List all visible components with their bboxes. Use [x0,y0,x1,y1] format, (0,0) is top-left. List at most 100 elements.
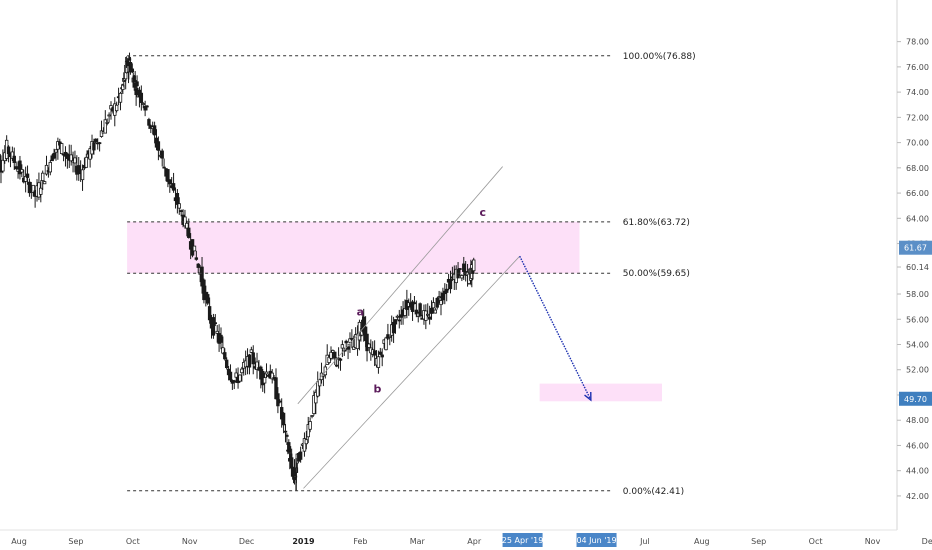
candle [39,180,43,203]
time-tick-label: Sep [68,537,83,546]
candle [200,257,204,294]
candle [304,430,309,450]
candle [73,150,77,173]
fibonacci-retracement[interactable]: 100.00%(76.88) 61.80%(63.72) 50.00%(59.65)… [127,52,696,497]
price-badge-label: 61.67 [904,244,927,253]
candle [48,159,52,176]
candle [107,112,111,123]
candle [238,374,242,383]
candlestick-series [0,52,476,491]
channel-lower-line[interactable] [303,255,521,489]
price-tick-label: 48.00 [906,416,929,425]
candle [105,118,109,126]
candle [97,141,102,152]
candle [384,336,388,351]
candle [37,172,41,201]
candle [329,346,333,361]
candle [333,351,337,366]
candle [306,416,310,443]
candle [312,390,316,416]
time-tick-label: Sep [751,537,766,546]
candle [84,153,89,168]
projection-arrow-head [584,392,592,402]
candle [23,166,28,193]
price-tick-label: 78.00 [906,38,929,47]
candle [194,250,199,261]
candle [80,164,85,191]
candle [69,144,73,166]
candle [113,97,117,127]
candle [121,83,125,95]
fib-level-label: 50.00%(59.65) [623,269,690,279]
candle [77,157,81,181]
candle [365,333,369,362]
candle [276,387,280,414]
projection-arrow[interactable] [519,255,592,402]
candle [141,102,145,109]
candle [145,104,149,111]
candle [327,354,331,365]
candle [426,303,430,318]
candle [270,369,274,384]
price-tick-label: 74.00 [906,88,929,97]
candle [224,357,229,370]
candle [393,319,398,334]
time-tick-label: Oct [126,537,140,546]
candle [346,343,350,360]
price-tick-label: 52.00 [906,366,929,375]
candle [338,357,343,371]
price-tick-label: 56.00 [906,315,929,324]
axis-badges: 25 Apr '19 04 Jun '19 61.67 49.70 [502,240,932,547]
candle [162,158,166,169]
candle [287,439,291,454]
candle [251,345,255,375]
candle [418,302,422,318]
candle [310,415,314,419]
time-tick-label: Jul [639,537,650,546]
price-tick-label: 70.00 [906,139,929,148]
candle [215,324,219,343]
candle [168,179,172,193]
candle [202,278,206,304]
candle [298,446,303,463]
axes [0,0,898,531]
price-tick-label: 58.00 [906,290,929,299]
projection-arrow-line[interactable] [519,255,592,401]
price-axis[interactable]: 42.0044.0046.0048.0050.0052.0054.0056.00… [897,38,929,501]
candle [378,347,383,356]
price-tick-label: 54.00 [906,341,929,350]
candle-extremes [128,55,297,491]
candle [1,149,5,174]
candle [234,368,238,383]
candle [179,209,183,217]
time-axis[interactable]: Aug Sep Oct Nov Dec 2019 Feb Mar Apr Jul Aug Sep Oct… [11,537,932,546]
time-tick-label: Oct [809,537,823,546]
candle [206,291,210,306]
price-tick-label: 46.00 [906,441,929,450]
candle [372,340,377,367]
price-tick-label: 44.00 [906,467,929,476]
channel-upper-line[interactable] [297,166,503,405]
target-zone-2[interactable] [539,383,662,402]
candle [228,364,233,382]
candle [412,295,417,305]
candle [213,314,218,327]
time-tick-label: Feb [353,537,367,546]
candle [185,220,189,237]
candle [458,268,462,276]
candle [308,417,312,433]
fib-level-label: 100.00%(76.88) [623,52,696,62]
time-tick-label: Apr [467,537,482,546]
price-channel[interactable] [297,166,521,489]
candle [52,148,56,160]
candle [283,423,288,443]
candle [403,299,407,319]
price-tick-label: 42.00 [906,492,929,501]
wave-label-c: c [479,206,486,219]
date-badge-label: 04 Jun '19 [576,536,616,545]
candle [147,117,151,130]
target-zones [127,221,662,402]
candle [427,305,432,325]
candle [42,180,47,185]
